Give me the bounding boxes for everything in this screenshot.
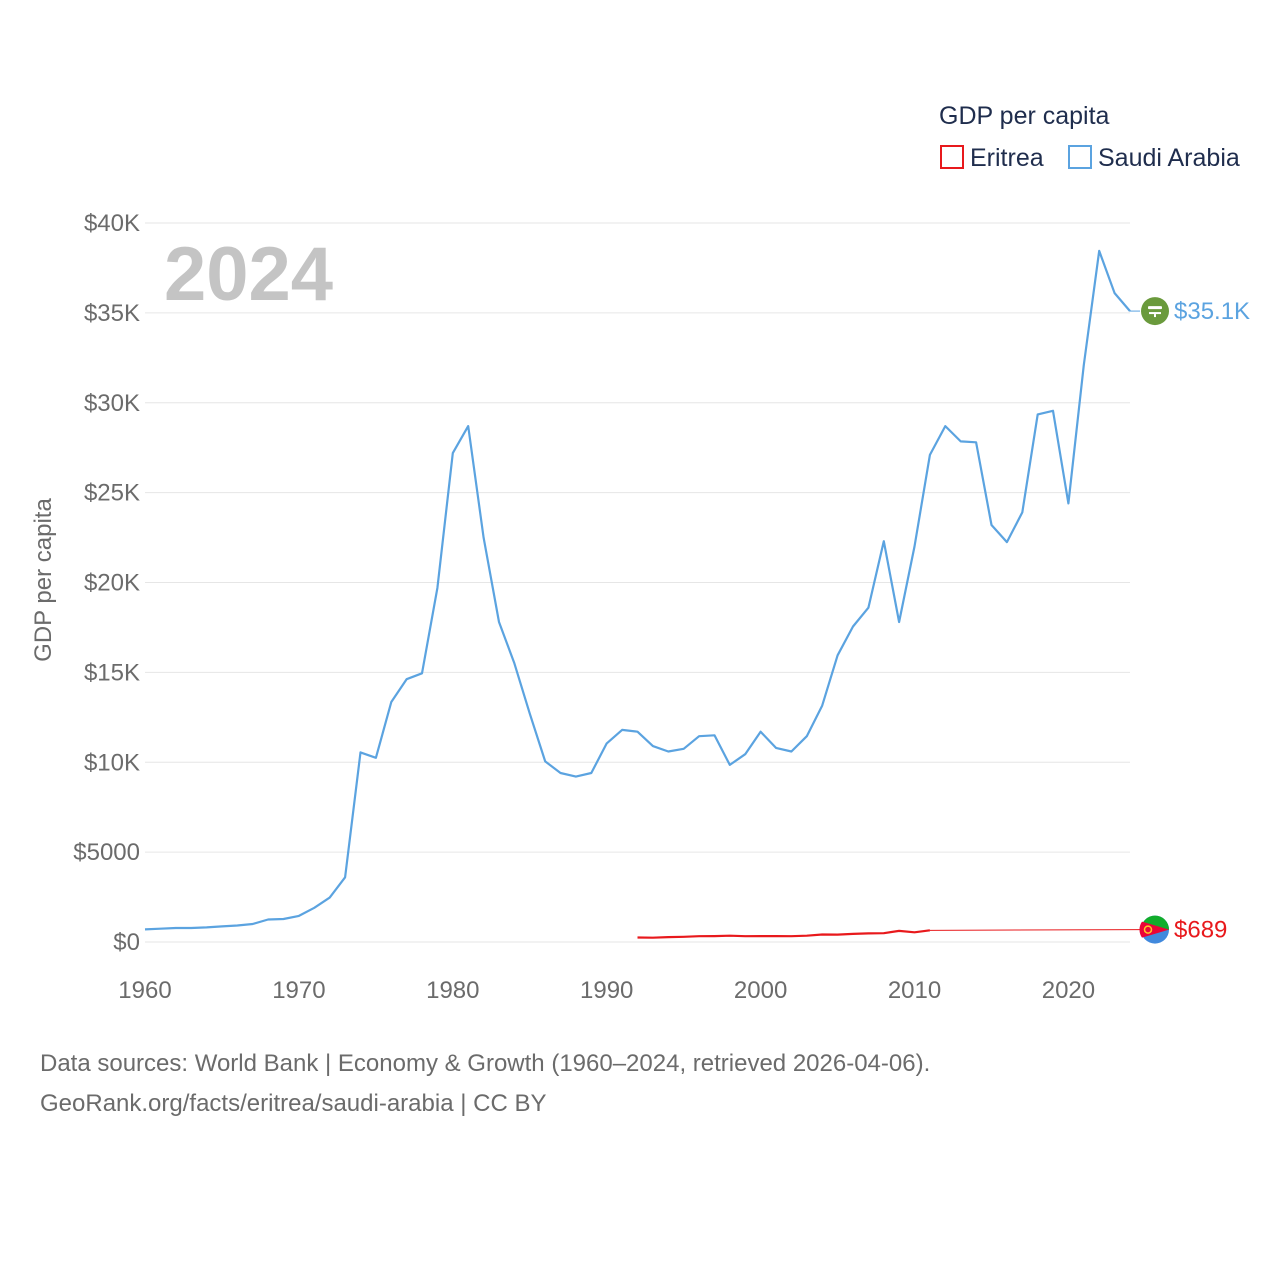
- end-label-eritrea: $689: [1174, 917, 1227, 944]
- x-tick-label: 1970: [272, 977, 325, 1004]
- legend-title: GDP per capita: [939, 102, 1110, 130]
- y-tick-label: $30K: [84, 390, 140, 417]
- series-lines: [144, 249, 1131, 939]
- y-tick-label: $5000: [73, 839, 140, 866]
- legend-item-eritrea[interactable]: Eritrea: [940, 144, 1044, 172]
- y-tick-label: $25K: [84, 480, 140, 507]
- year-watermark: 2024: [164, 232, 333, 317]
- y-axis-ticks: $0 $5000 $10K $15K $20K $25K $30K $35K $40K: [73, 210, 140, 956]
- legend-swatch-saudi-arabia: [1068, 145, 1092, 169]
- y-tick-label: $40K: [84, 210, 140, 237]
- series-line-saudi-arabia: [144, 249, 1131, 931]
- end-labels: $689 $35.1K: [929, 297, 1250, 944]
- x-tick-label: 1980: [426, 977, 479, 1004]
- x-axis-ticks: 1960 1970 1980 1990 2000 2010 2020: [118, 977, 1095, 1004]
- x-tick-label: 1990: [580, 977, 633, 1004]
- legend-label-eritrea: Eritrea: [970, 144, 1044, 172]
- x-tick-label: 2000: [734, 977, 787, 1004]
- y-tick-label: $0: [113, 929, 140, 956]
- legend-item-saudi-arabia[interactable]: Saudi Arabia: [1068, 144, 1240, 172]
- end-label-saudi-arabia: $35.1K: [1174, 298, 1250, 325]
- eritrea-flag-icon: [1139, 915, 1169, 944]
- source-note: Data sources: World Bank | Economy & Gro…: [40, 1044, 930, 1124]
- x-tick-label: 1960: [118, 977, 171, 1004]
- grid: [145, 222, 1130, 943]
- y-tick-label: $15K: [84, 659, 140, 686]
- x-tick-label: 2010: [888, 977, 941, 1004]
- x-tick-label: 2020: [1042, 977, 1095, 1004]
- y-tick-label: $10K: [84, 749, 140, 776]
- saudi-arabia-flag-icon: [1141, 297, 1169, 326]
- end-connector-eritrea: [929, 929, 1141, 931]
- source-line-2[interactable]: GeoRank.org/facts/eritrea/saudi-arabia |…: [40, 1090, 547, 1117]
- y-tick-label: $35K: [84, 300, 140, 327]
- y-axis-label: GDP per capita: [30, 498, 57, 662]
- legend[interactable]: GDP per capita Eritrea Saudi Arabia: [939, 102, 1240, 172]
- legend-label-saudi-arabia: Saudi Arabia: [1098, 144, 1240, 172]
- legend-swatch-eritrea: [940, 145, 964, 169]
- series-line-eritrea: [637, 929, 931, 939]
- y-tick-label: $20K: [84, 570, 140, 597]
- source-line-1: Data sources: World Bank | Economy & Gro…: [40, 1050, 931, 1077]
